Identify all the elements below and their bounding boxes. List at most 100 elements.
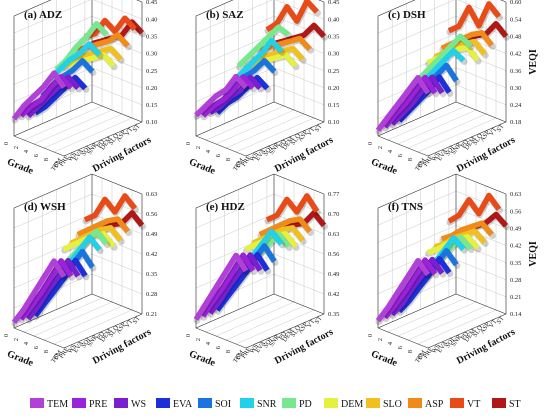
- z-tick-label: 0.24: [510, 102, 522, 109]
- series-line-ws: [26, 74, 81, 119]
- legend-swatch: [30, 398, 44, 408]
- z-tick-label: 0.35: [328, 33, 339, 40]
- axis-edge: [245, 121, 325, 157]
- series-line-ws: [26, 257, 81, 321]
- factor-tick-label: ST: [314, 123, 324, 133]
- panel-title: (b) SAZ: [206, 9, 244, 21]
- z-tick-label: 0.60: [510, 0, 521, 6]
- grade-tick-label: 10: [53, 354, 60, 361]
- series-line-tem: [11, 258, 67, 324]
- factor-tick-label: VT: [306, 318, 317, 329]
- axis-edge: [377, 0, 416, 17]
- axis-edge: [377, 293, 457, 329]
- axis-edge: [273, 173, 325, 195]
- series-line-pre: [201, 74, 256, 118]
- legend-label: TEM: [47, 399, 68, 410]
- series-line-vt: [447, 1, 502, 34]
- factor-tick-label: ST: [314, 315, 324, 325]
- grade-axis-title: Grade: [369, 349, 399, 370]
- z-tick-label: 0.30: [328, 51, 339, 58]
- legend-label: ASP: [425, 399, 444, 410]
- grade-tick-label: 0: [367, 142, 374, 145]
- grade-tick-label: 0: [185, 142, 192, 145]
- axis-edge: [455, 101, 507, 123]
- factor-tick-label: PD: [460, 330, 471, 341]
- chart-panel-5: 0.350.420.490.560.630.700.771086420TEMPR…: [185, 173, 340, 369]
- axis-edge: [427, 121, 507, 157]
- grade-tick-label: 6: [33, 345, 40, 349]
- axis-edge: [273, 101, 325, 123]
- gridline-z: [195, 0, 325, 34]
- factor-tick-label: WS: [248, 151, 260, 163]
- legend-swatch: [198, 398, 212, 408]
- gridline-z: [13, 0, 143, 34]
- z-tick-label: 0.63: [146, 191, 157, 198]
- gridline-z: [377, 0, 507, 34]
- factor-tick-label: WS: [66, 343, 78, 355]
- factor-tick-label: PD: [278, 138, 289, 149]
- series-line-snr: [47, 41, 102, 82]
- legend-swatch: [282, 398, 296, 408]
- legend-item: EVA: [156, 398, 193, 410]
- legend-label: ST: [509, 399, 521, 410]
- legend-item: ASP: [408, 398, 444, 410]
- z-tick-label: 0.21: [510, 294, 521, 301]
- z-tick-label: 0.45: [328, 0, 339, 6]
- grade-axis-title: Grade: [187, 157, 217, 178]
- z-tick-label: 0.15: [328, 102, 339, 109]
- grade-tick-label: 6: [397, 153, 404, 157]
- chart-panel-1: 0.100.150.200.250.300.350.400.451086420T…: [3, 0, 157, 177]
- grade-tick-label: 10: [235, 162, 242, 169]
- panel-title: (a) ADZ: [24, 9, 62, 21]
- series-line-vt: [265, 193, 320, 223]
- grade-axis-title: Grade: [369, 157, 399, 178]
- axis-edge: [195, 0, 234, 17]
- z-tick-label: 0.21: [146, 311, 157, 318]
- factor-tick-label: VT: [488, 126, 499, 137]
- z-tick-label: 0.30: [146, 51, 157, 58]
- axis-edge: [195, 173, 275, 209]
- grade-tick-label: 2: [13, 338, 20, 341]
- z-tick-label: 0.14: [510, 311, 522, 318]
- series-line-dem: [244, 231, 298, 252]
- legend-item: DEM: [324, 398, 363, 410]
- z-tick-label: 0.42: [328, 291, 339, 298]
- axis-edge: [377, 101, 457, 137]
- legend-label: SOI: [215, 399, 231, 410]
- factor-tick-label: WS: [248, 343, 260, 355]
- series-line-snr: [229, 37, 284, 85]
- axis-edge: [377, 173, 457, 209]
- legend-label: SLO: [383, 399, 402, 410]
- z-axis-title: VEQI: [528, 241, 539, 267]
- z-tick-label: 0.36: [510, 68, 522, 75]
- gridline-floor: [205, 105, 285, 141]
- factor-tick-label: VT: [306, 126, 317, 137]
- axis-edge: [13, 293, 93, 329]
- z-tick-label: 0.35: [146, 33, 157, 40]
- z-tick-label: 0.25: [146, 68, 157, 75]
- gridline-floor: [23, 105, 103, 141]
- z-tick-label: 0.42: [510, 51, 521, 58]
- factor-tick-label: SOI: [80, 145, 92, 158]
- axis-edge: [377, 327, 429, 349]
- z-tick-label: 0.20: [328, 85, 339, 92]
- grade-tick-label: 8: [43, 350, 50, 353]
- z-tick-label: 0.18: [510, 119, 521, 126]
- z-tick-label: 0.63: [328, 231, 339, 238]
- gridline-floor: [53, 309, 133, 345]
- z-tick-label: 0.42: [146, 251, 157, 258]
- gridline-floor: [43, 305, 123, 341]
- z-tick-label: 0.35: [146, 271, 157, 278]
- legend-swatch: [156, 398, 170, 408]
- axis-edge: [455, 173, 507, 195]
- series-line-ws: [390, 74, 445, 127]
- gridline-floor: [387, 105, 467, 141]
- z-tick-label: 0.30: [510, 85, 521, 92]
- series-line-vt: [83, 193, 138, 223]
- gridline-floor: [33, 109, 113, 145]
- chart-panel-3: 0.180.240.300.360.420.480.540.601086420T…: [367, 0, 539, 177]
- axis-edge: [91, 293, 143, 315]
- series-line-vt: [265, 0, 319, 33]
- gridline-floor: [33, 301, 113, 337]
